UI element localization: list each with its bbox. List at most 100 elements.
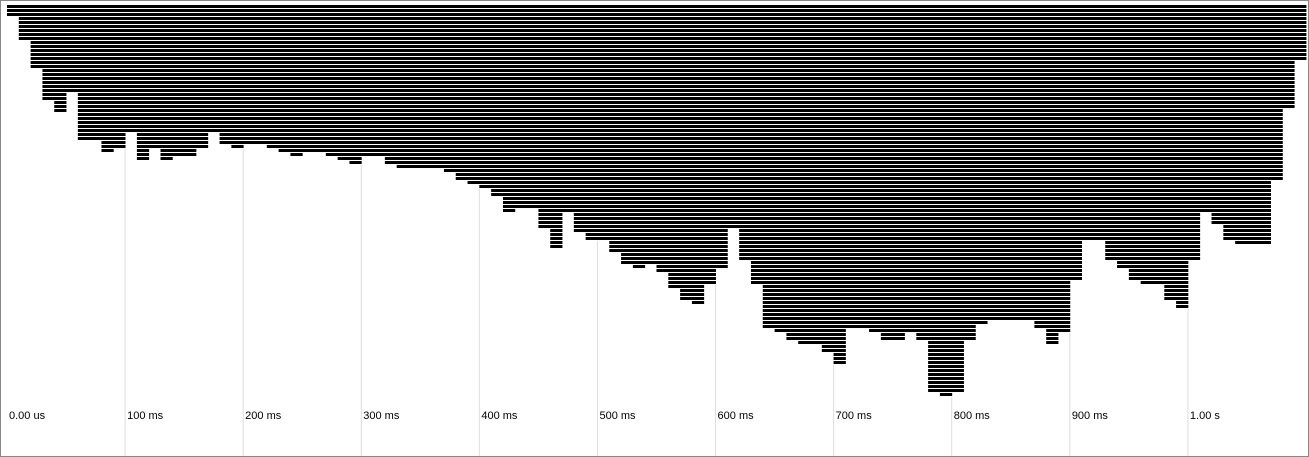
- call-stack-column: [514, 5, 527, 209]
- call-stack-column: [1258, 5, 1271, 245]
- call-stack-column: [1176, 5, 1189, 309]
- call-stack-column: [845, 5, 858, 329]
- call-stack-column: [869, 5, 882, 333]
- call-stack-column: [1270, 5, 1283, 181]
- call-stack-column: [408, 5, 421, 169]
- call-stack-column: [774, 5, 787, 333]
- call-stack-column: [184, 5, 197, 157]
- call-stack-column: [727, 5, 740, 229]
- call-stack-column: [7, 5, 20, 17]
- call-stack-column: [1058, 5, 1071, 333]
- call-stack-column: [278, 5, 291, 153]
- call-stack-column: [42, 5, 55, 101]
- call-stack-column: [857, 5, 870, 329]
- x-tick-label: 0.00 us: [9, 410, 46, 422]
- call-stack-column: [1046, 5, 1059, 345]
- call-stack-column: [526, 5, 539, 209]
- call-stack-column: [1211, 5, 1224, 225]
- call-stack-column: [715, 5, 728, 269]
- call-stack-column: [1246, 5, 1260, 245]
- call-stack-column: [172, 5, 185, 157]
- call-stack-column: [1117, 5, 1130, 269]
- call-stack-column: [491, 5, 504, 197]
- call-stack-column: [810, 5, 823, 345]
- call-stack-column: [66, 5, 79, 93]
- call-stack-column: [998, 5, 1012, 321]
- call-stack-column: [880, 5, 894, 341]
- call-stack-column: [30, 5, 43, 69]
- call-stack-column: [302, 5, 315, 153]
- call-stack-column: [1093, 5, 1106, 241]
- call-stack-column: [668, 5, 681, 289]
- call-stack-column: [467, 5, 480, 185]
- call-stack-column: [916, 5, 929, 341]
- call-stack-column: [89, 5, 102, 141]
- call-stack-column: [420, 5, 433, 169]
- call-stack-column: [136, 5, 150, 161]
- call-stack-column: [609, 5, 622, 253]
- call-stack-column: [632, 5, 646, 269]
- call-stack-column: [892, 5, 905, 341]
- call-stack-column: [987, 5, 1000, 321]
- call-stack-column: [1152, 5, 1165, 285]
- call-stack-column: [1164, 5, 1177, 301]
- x-tick-label: 300 ms: [363, 410, 400, 422]
- call-stack-column: [762, 5, 775, 329]
- call-stack-column: [786, 5, 799, 341]
- call-stack-column: [125, 5, 138, 133]
- x-tick-label: 200 ms: [245, 410, 282, 422]
- call-stack-column: [502, 5, 516, 213]
- call-stack-column: [656, 5, 669, 273]
- call-stack-column: [1034, 5, 1047, 329]
- call-stack-column: [455, 5, 468, 181]
- call-stack-column: [821, 5, 835, 353]
- call-stack-column: [550, 5, 563, 249]
- call-stack-column: [750, 5, 764, 285]
- call-stack-column: [1105, 5, 1118, 261]
- call-stack-column: [1081, 5, 1094, 241]
- call-stack-column: [1235, 5, 1248, 245]
- call-stack-column: [562, 5, 575, 213]
- call-stack-column: [1282, 5, 1295, 109]
- call-stack-column: [479, 5, 492, 189]
- call-stack-column: [680, 5, 693, 301]
- call-stack-column: [1199, 5, 1212, 213]
- call-stack-column: [443, 5, 457, 173]
- call-stack-column: [621, 5, 634, 265]
- call-stack-column: [195, 5, 209, 149]
- call-stack-column: [54, 5, 67, 113]
- call-stack-column: [975, 5, 988, 325]
- call-stack-column: [314, 5, 327, 153]
- call-stack-column: [432, 5, 445, 169]
- call-stack-column: [644, 5, 657, 265]
- call-stack-column: [349, 5, 362, 165]
- call-stack-column: [585, 5, 598, 241]
- call-stack-column: [148, 5, 161, 149]
- call-stack-column: [703, 5, 716, 285]
- call-stack-column: [254, 5, 268, 145]
- call-stack-column: [207, 5, 220, 133]
- call-stack-column: [538, 5, 551, 229]
- call-stack-column: [266, 5, 280, 149]
- call-stack-column: [384, 5, 398, 165]
- call-stack-column: [798, 5, 811, 345]
- call-stack-column: [963, 5, 976, 341]
- call-stack-column: [833, 5, 846, 365]
- call-stack-column: [1010, 5, 1023, 321]
- call-stack-column: [231, 5, 244, 149]
- x-tick-label: 900 ms: [1072, 410, 1109, 422]
- call-stack-column: [951, 5, 964, 393]
- call-stack-column: [1128, 5, 1142, 281]
- call-stack-column: [396, 5, 409, 169]
- call-stack-column: [101, 5, 114, 153]
- x-tick-label: 600 ms: [718, 410, 755, 422]
- call-stack-column: [243, 5, 256, 145]
- call-stack-column: [160, 5, 173, 161]
- call-stack-column: [904, 5, 917, 333]
- call-stack-column: [691, 5, 705, 305]
- call-stack-column: [18, 5, 32, 41]
- call-stack-column: [597, 5, 610, 241]
- call-stack-column: [1187, 5, 1201, 261]
- x-tick-label: 700 ms: [836, 410, 873, 422]
